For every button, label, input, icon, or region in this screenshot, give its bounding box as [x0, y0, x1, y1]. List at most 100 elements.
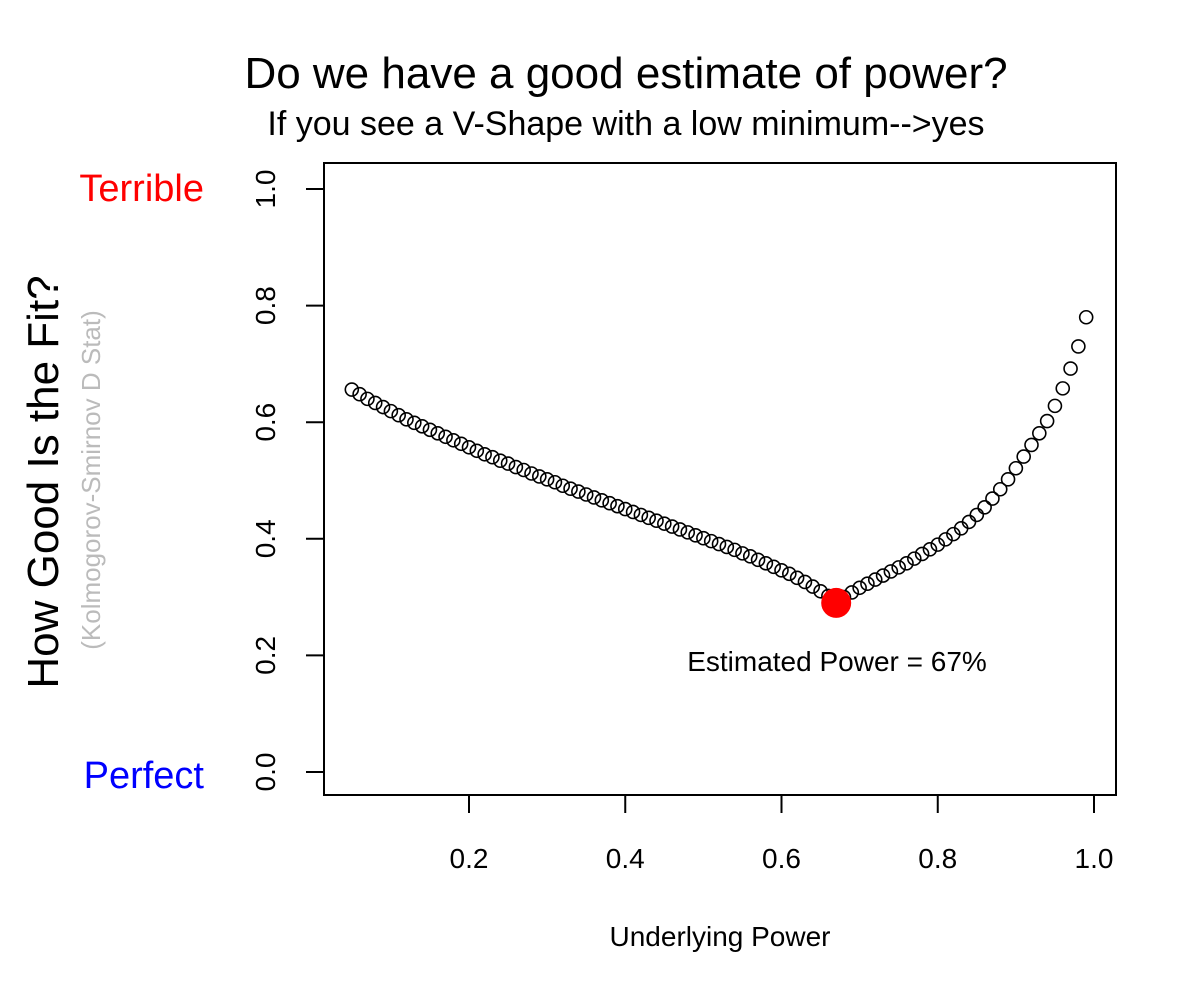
data-point [805, 579, 821, 594]
data-point [407, 415, 422, 431]
data-point [711, 536, 727, 552]
data-point [461, 439, 477, 455]
estimate-annotation: Estimated Power = 67% [687, 646, 987, 677]
data-point [571, 484, 586, 499]
data-point [391, 407, 406, 423]
data-point [352, 386, 367, 402]
data-point [774, 562, 789, 578]
data-point [922, 541, 938, 557]
y-tick-label: 0.8 [250, 286, 281, 325]
data-point [985, 491, 1000, 506]
data-point [891, 560, 906, 575]
data-point [1016, 449, 1031, 464]
bottom-label-perfect: Perfect [84, 755, 205, 797]
data-point [696, 530, 711, 546]
data-point [602, 495, 617, 511]
chart-title: Do we have a good estimate of power? [244, 49, 1007, 98]
data-point [735, 546, 750, 561]
data-point [852, 580, 867, 596]
y-tick-label: 0.4 [250, 519, 281, 558]
data-point [672, 522, 688, 537]
data-point [867, 572, 883, 587]
data-point [485, 449, 500, 465]
data-point [914, 546, 930, 562]
x-tick-label: 0.4 [606, 843, 645, 874]
y-tick-label: 1.0 [250, 170, 281, 209]
data-point [1063, 361, 1078, 376]
data-point [477, 446, 492, 462]
data-point [532, 469, 547, 484]
y-tick-label: 0.6 [250, 403, 281, 442]
data-point [367, 395, 383, 411]
data-point [789, 570, 805, 586]
data-point [492, 453, 508, 468]
data-point [1047, 398, 1063, 414]
data-points [344, 309, 1094, 608]
plot-frame [323, 162, 1117, 796]
data-point [719, 539, 735, 555]
data-point [758, 555, 774, 571]
data-point [344, 382, 360, 397]
data-point [625, 504, 641, 520]
data-point [414, 418, 430, 434]
data-point [633, 507, 649, 523]
data-point [610, 498, 625, 514]
data-point [977, 500, 992, 515]
data-point [360, 391, 375, 407]
data-point [727, 542, 742, 558]
data-point [766, 559, 781, 575]
y-axis-label-secondary: (Kolmogorov-Smirnov D Stat) [76, 310, 106, 650]
data-point [750, 552, 766, 568]
data-point [375, 399, 391, 415]
y-axis-label: How Good Is the Fit? [19, 275, 68, 688]
y-tick-label: 0.2 [250, 636, 281, 675]
data-point [969, 507, 985, 523]
data-point [438, 429, 453, 445]
data-point [930, 537, 946, 552]
x-axis: 0.2 0.4 0.6 0.8 1.0 [450, 794, 1114, 874]
data-point [1071, 339, 1086, 354]
data-point [797, 574, 813, 590]
data-point [617, 501, 633, 517]
data-point [1024, 437, 1039, 453]
data-point [594, 493, 610, 508]
data-point [703, 533, 719, 549]
data-point [1000, 472, 1016, 487]
data-point [899, 555, 914, 571]
data-point [688, 528, 703, 543]
data-point [516, 462, 531, 478]
top-label-terrible: Terrible [79, 168, 204, 210]
x-axis-label: Underlying Power [610, 921, 831, 952]
data-point [883, 564, 899, 579]
data-point [664, 519, 680, 534]
data-point [430, 425, 446, 441]
x-tick-label: 1.0 [1075, 843, 1114, 874]
data-point [1032, 425, 1047, 441]
data-point [555, 478, 571, 494]
y-axis: 0.0 0.2 0.4 0.6 0.8 1.0 [250, 170, 325, 791]
data-point [1055, 381, 1071, 396]
x-tick-label: 0.2 [450, 843, 489, 874]
data-point [680, 525, 696, 540]
data-point [500, 456, 516, 471]
data-point [563, 481, 578, 496]
data-point [992, 481, 1008, 497]
data-point [547, 474, 563, 490]
chart-subtitle: If you see a V-Shape with a low minimum-… [267, 105, 984, 143]
data-point [657, 516, 672, 531]
data-point [508, 459, 524, 475]
data-point [742, 548, 758, 564]
data-point [1039, 413, 1055, 429]
data-point [649, 513, 664, 529]
data-point [446, 432, 461, 448]
data-point [1008, 460, 1024, 476]
data-point [907, 551, 922, 566]
x-tick-label: 0.8 [918, 843, 957, 874]
data-point [782, 566, 797, 582]
data-point [938, 532, 953, 547]
data-point [860, 576, 875, 591]
data-point [399, 411, 414, 427]
data-point [641, 510, 656, 526]
data-point [1078, 309, 1094, 325]
